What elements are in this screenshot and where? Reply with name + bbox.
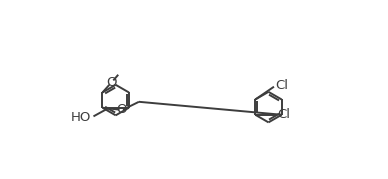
Text: HO: HO [71,111,92,124]
Text: O: O [106,76,116,89]
Text: Cl: Cl [275,79,288,92]
Text: O: O [116,103,126,116]
Text: Cl: Cl [277,108,290,121]
